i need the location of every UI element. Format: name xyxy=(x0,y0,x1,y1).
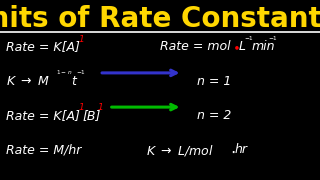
Text: 1: 1 xyxy=(98,103,103,112)
Text: Rate = M/hr: Rate = M/hr xyxy=(6,143,82,156)
Text: $^{1-n}$: $^{1-n}$ xyxy=(56,69,72,78)
Text: min: min xyxy=(251,40,275,53)
Text: K $\rightarrow$ L/mol: K $\rightarrow$ L/mol xyxy=(146,143,213,158)
Text: Rate = mol: Rate = mol xyxy=(160,40,231,53)
Text: Units of Rate Constant K: Units of Rate Constant K xyxy=(0,5,320,33)
Text: $\cdot$: $\cdot$ xyxy=(230,143,235,161)
Text: n = 2: n = 2 xyxy=(197,109,231,122)
Text: [B]: [B] xyxy=(83,109,101,122)
Text: Rate = K[A]: Rate = K[A] xyxy=(6,109,80,122)
Text: 1: 1 xyxy=(78,103,84,112)
Text: 1: 1 xyxy=(78,35,84,44)
Text: $^{-1}$: $^{-1}$ xyxy=(268,35,278,44)
Text: t: t xyxy=(71,75,76,88)
Text: $\bullet$: $\bullet$ xyxy=(232,40,240,53)
Text: Rate = K[A]: Rate = K[A] xyxy=(6,40,80,53)
Text: L: L xyxy=(238,40,245,53)
Text: $^{-1}$: $^{-1}$ xyxy=(76,69,86,78)
Text: hr: hr xyxy=(234,143,247,156)
Text: n = 1: n = 1 xyxy=(197,75,231,88)
Text: K $\rightarrow$ M: K $\rightarrow$ M xyxy=(6,75,50,88)
Text: $^{-1}$: $^{-1}$ xyxy=(244,35,254,44)
